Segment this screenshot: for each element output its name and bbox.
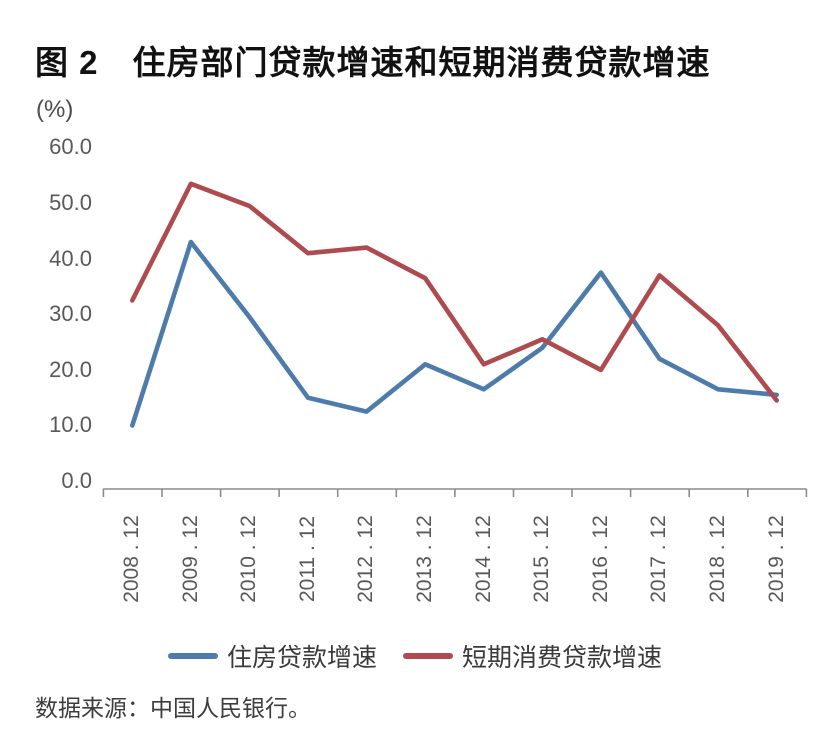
figure-title: 图 2 住房部门贷款增速和短期消费贷款增速	[35, 44, 711, 81]
x-tick-label: 2010 . 12	[237, 515, 260, 603]
x-tick-label: 2018 . 12	[706, 515, 729, 603]
y-tick-label: 0.0	[61, 468, 92, 493]
x-tick-label: 2017 . 12	[647, 515, 670, 603]
x-tick-label: 2012 . 12	[354, 515, 377, 603]
x-tick-label: 2019 . 12	[765, 515, 788, 603]
y-axis-unit-label: (%)	[36, 96, 74, 123]
legend-item-short-term: 短期消费贷款增速	[403, 638, 662, 674]
legend-label-short-term: 短期消费贷款增速	[462, 644, 663, 672]
y-tick-label: 40.0	[49, 246, 92, 271]
x-tick-label: 2008 . 12	[120, 515, 143, 603]
legend-label-housing: 住房贷款增速	[226, 644, 377, 672]
y-tick-label: 30.0	[49, 301, 92, 326]
housing-line-swatch-icon	[167, 653, 218, 659]
x-tick-label: 2016 . 12	[589, 515, 612, 603]
x-axis-ticks	[102, 489, 808, 497]
x-tick-label: 2013 . 12	[413, 515, 436, 603]
x-tick-label: 2014 . 12	[472, 515, 495, 603]
y-tick-label: 20.0	[49, 357, 92, 382]
x-tick-label: 2011 . 12	[296, 515, 319, 603]
y-tick-label: 10.0	[49, 412, 92, 437]
legend-item-housing: 住房贷款增速	[167, 638, 377, 674]
housing-loan-line	[130, 239, 780, 428]
short-term-line-swatch-icon	[403, 653, 453, 659]
y-tick-label: 60.0	[49, 134, 92, 159]
chart-legend: 住房贷款增速 短期消费贷款增速	[0, 638, 830, 674]
x-tick-label: 2015 . 12	[530, 515, 553, 603]
short-term-consumer-loan-line	[130, 181, 780, 403]
x-tick-label: 2009 . 12	[179, 515, 202, 603]
y-tick-label: 50.0	[49, 190, 92, 215]
data-source-note: 数据来源：中国人民银行。	[35, 695, 311, 721]
